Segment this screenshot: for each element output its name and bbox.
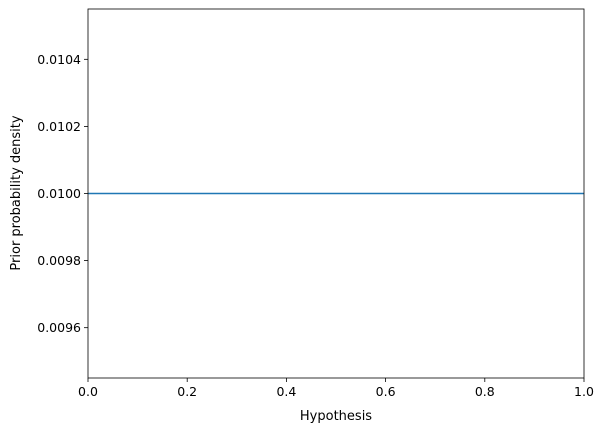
y-tick-label: 0.0102 xyxy=(37,119,81,134)
y-tick-label: 0.0100 xyxy=(37,186,81,201)
y-axis-label: Prior probability density xyxy=(9,115,24,270)
x-tick-label: 0.2 xyxy=(177,384,197,399)
x-axis-label: Hypothesis xyxy=(300,409,372,424)
x-tick-label: 1.0 xyxy=(574,384,594,399)
plot-area xyxy=(87,8,585,379)
x-tick-label: 0.8 xyxy=(475,384,495,399)
y-tick-label: 0.0104 xyxy=(37,52,81,67)
x-axis: 0.0 0.2 0.4 0.6 0.8 1.0 xyxy=(78,378,594,399)
x-tick-label: 0.6 xyxy=(376,384,396,399)
y-tick-label: 0.0098 xyxy=(37,253,81,268)
y-tick-label: 0.0096 xyxy=(37,320,81,335)
x-tick-label: 0.4 xyxy=(276,384,296,399)
y-axis: 0.0096 0.0098 0.0100 0.0102 0.0104 xyxy=(37,52,88,335)
x-tick-label: 0.0 xyxy=(78,384,98,399)
